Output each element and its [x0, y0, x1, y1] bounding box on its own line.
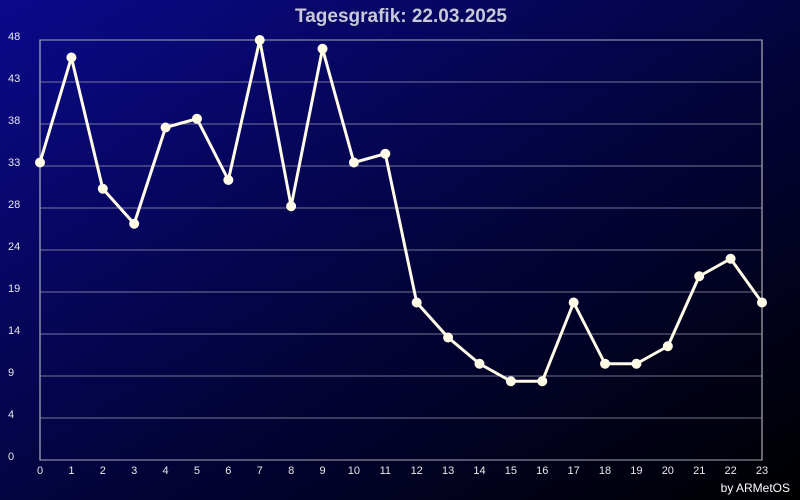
x-tick-label: 10 — [348, 465, 360, 477]
point — [725, 253, 736, 264]
point — [97, 183, 108, 194]
point — [568, 297, 579, 308]
x-tick-label: 20 — [662, 465, 674, 477]
x-tick-label: 16 — [536, 465, 548, 477]
y-tick-label: 38 — [8, 115, 20, 127]
point — [66, 52, 77, 63]
point — [411, 297, 422, 308]
y-tick-label: 33 — [8, 157, 20, 169]
point — [317, 43, 328, 54]
x-tick-label: 15 — [505, 465, 517, 477]
x-tick-label: 2 — [100, 465, 106, 477]
x-tick-label: 14 — [473, 465, 485, 477]
x-tick-label: 0 — [37, 465, 43, 477]
x-tick-label: 17 — [568, 465, 580, 477]
point — [474, 358, 485, 369]
credit: by ARMetOS — [721, 481, 790, 495]
point — [443, 332, 454, 343]
x-tick-label: 9 — [319, 465, 325, 477]
y-tick-label: 4 — [8, 409, 14, 421]
point — [380, 148, 391, 159]
point — [694, 271, 705, 282]
line — [38, 38, 764, 383]
y-tick-label: 48 — [8, 31, 20, 43]
chart-title: Tagesgrafik: 22.03.2025 — [295, 6, 507, 27]
point — [348, 157, 359, 168]
x-tick-label: 4 — [163, 465, 169, 477]
point — [600, 358, 611, 369]
x-tick-label: 6 — [225, 465, 231, 477]
x-tick-label: 12 — [411, 465, 423, 477]
y-tick-label: 14 — [8, 325, 20, 337]
point — [129, 218, 140, 229]
y-tick-label: 19 — [8, 283, 20, 295]
x-tick-label: 11 — [380, 465, 391, 477]
x-tick-label: 7 — [257, 465, 263, 477]
point — [35, 157, 45, 168]
point — [757, 297, 767, 308]
x-tick-label: 22 — [724, 465, 736, 477]
point — [223, 175, 234, 185]
x-tick-label: 3 — [131, 465, 137, 477]
y-tick-label: 0 — [8, 451, 14, 463]
y-tick-label: 43 — [8, 73, 20, 85]
y-tick-label: 28 — [8, 199, 20, 211]
point — [505, 376, 516, 387]
y-tick-label: 9 — [8, 367, 14, 379]
x-tick-label: 5 — [194, 465, 200, 477]
x-tick-label: 8 — [288, 465, 294, 477]
x-tick-label: 19 — [630, 465, 642, 477]
point — [286, 201, 297, 212]
y-tick-label: 24 — [8, 241, 20, 253]
point — [160, 122, 171, 133]
point — [631, 358, 642, 369]
x-tick-label: 21 — [693, 465, 705, 477]
x-tick-label: 23 — [756, 465, 768, 477]
point — [662, 341, 673, 352]
x-tick-label: 18 — [599, 465, 611, 477]
point — [254, 35, 265, 45]
x-tick-label: 1 — [68, 465, 74, 477]
point — [537, 376, 548, 387]
x-tick-label: 13 — [442, 465, 454, 477]
point — [191, 113, 202, 124]
